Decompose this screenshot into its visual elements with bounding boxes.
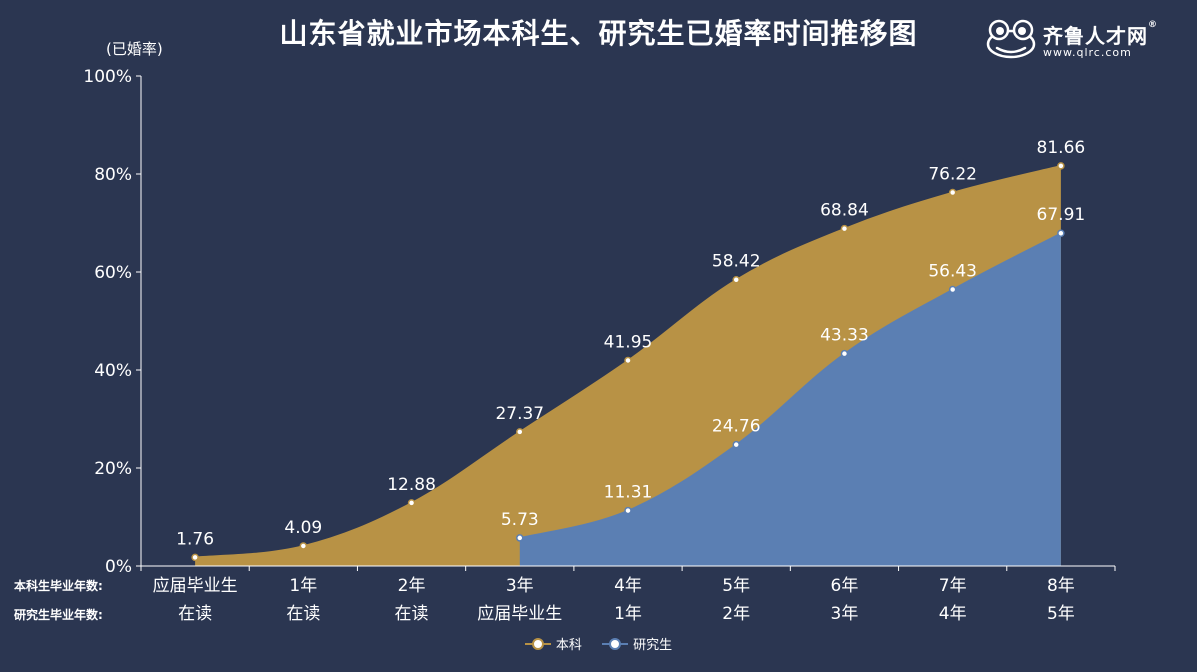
data-label-0: 58.42 xyxy=(712,252,761,272)
data-label-0: 1.76 xyxy=(176,529,214,549)
x-tick-label-grad: 应届毕业生 xyxy=(477,604,562,624)
data-label-0: 68.84 xyxy=(820,201,869,221)
data-label-0: 81.66 xyxy=(1037,138,1086,158)
frog-face-icon xyxy=(986,19,1036,59)
brand-logo[interactable]: 齐鲁人才网® www.qlrc.com xyxy=(985,16,1185,64)
x-tick-label-undergrad: 应届毕业生 xyxy=(153,576,238,596)
x-tick-label-grad: 3年 xyxy=(831,604,859,624)
x-tick-label-grad: 在读 xyxy=(286,604,320,624)
y-tick-label: 60% xyxy=(94,263,132,283)
legend-label-grad: 研究生 xyxy=(633,638,673,653)
x-tick-label-undergrad: 6年 xyxy=(831,576,859,596)
data-point-1 xyxy=(732,440,740,449)
legend-item-grad[interactable]: 研究生 xyxy=(602,634,672,653)
data-point-1 xyxy=(516,534,524,542)
data-label-0: 76.22 xyxy=(928,165,977,185)
logo-url: www.qlrc.com xyxy=(1043,46,1132,59)
data-point-0 xyxy=(948,188,957,197)
data-point-1 xyxy=(840,349,849,358)
y-tick-label: 20% xyxy=(94,459,132,479)
data-label-1: 43.33 xyxy=(820,326,869,346)
x-tick-label-grad: 2年 xyxy=(722,604,750,624)
y-axis-unit-label: (已婚率) xyxy=(106,40,163,58)
data-point-0 xyxy=(516,428,524,436)
x-tick-label-undergrad: 2年 xyxy=(398,576,426,596)
data-point-0 xyxy=(732,275,740,284)
x-tick-label-grad: 在读 xyxy=(395,604,429,624)
x-tick-label-grad: 1年 xyxy=(614,604,642,624)
logo-name: 齐鲁人才网® xyxy=(1043,20,1158,48)
x-tick-label-undergrad: 4年 xyxy=(614,576,642,596)
x-tick-label-undergrad: 3年 xyxy=(506,576,534,596)
data-label-1: 56.43 xyxy=(928,261,977,281)
x-tick-label-grad: 4年 xyxy=(939,604,967,624)
x-tick-label-undergrad: 1年 xyxy=(289,576,317,596)
data-point-1 xyxy=(1057,229,1065,237)
data-point-0 xyxy=(407,499,416,507)
legend-marker-grad xyxy=(602,637,629,650)
chart-legend: 本科 研究生 xyxy=(0,634,1197,655)
grad-years-row-label: 研究生毕业年数: xyxy=(14,608,103,622)
data-point-0 xyxy=(840,224,849,233)
data-point-0 xyxy=(191,553,199,562)
data-label-0: 27.37 xyxy=(495,404,544,424)
data-label-0: 12.88 xyxy=(387,475,436,495)
x-tick-label-undergrad: 7年 xyxy=(939,576,967,596)
y-tick-label: 40% xyxy=(94,361,132,381)
data-point-0 xyxy=(299,542,308,550)
y-tick-label: 0% xyxy=(105,557,132,577)
data-point-1 xyxy=(948,285,957,294)
legend-item-undergrad[interactable]: 本科 xyxy=(524,634,582,653)
y-tick-label: 80% xyxy=(94,165,132,185)
y-tick-label: 100% xyxy=(83,67,132,87)
data-label-0: 4.09 xyxy=(284,518,322,538)
data-label-1: 24.76 xyxy=(712,417,761,437)
data-point-0 xyxy=(624,356,632,365)
data-label-1: 67.91 xyxy=(1037,205,1086,225)
undergrad-years-row-label: 本科生毕业年数: xyxy=(14,579,103,593)
series-line-1 xyxy=(519,232,1062,539)
data-label-1: 5.73 xyxy=(501,510,539,530)
x-tick-label-grad: 5年 xyxy=(1047,604,1075,624)
x-tick-label-grad: 在读 xyxy=(178,604,212,624)
x-tick-label-undergrad: 5年 xyxy=(722,576,750,596)
legend-marker-undergrad xyxy=(524,637,551,650)
chart-title: 山东省就业市场本科生、研究生已婚率时间推移图 xyxy=(279,17,918,50)
data-point-0 xyxy=(1057,162,1065,170)
data-point-1 xyxy=(624,506,632,515)
legend-label-undergrad: 本科 xyxy=(555,638,582,653)
data-label-0: 41.95 xyxy=(604,332,653,352)
x-tick-label-undergrad: 8年 xyxy=(1047,576,1075,596)
data-label-1: 11.31 xyxy=(604,483,653,503)
